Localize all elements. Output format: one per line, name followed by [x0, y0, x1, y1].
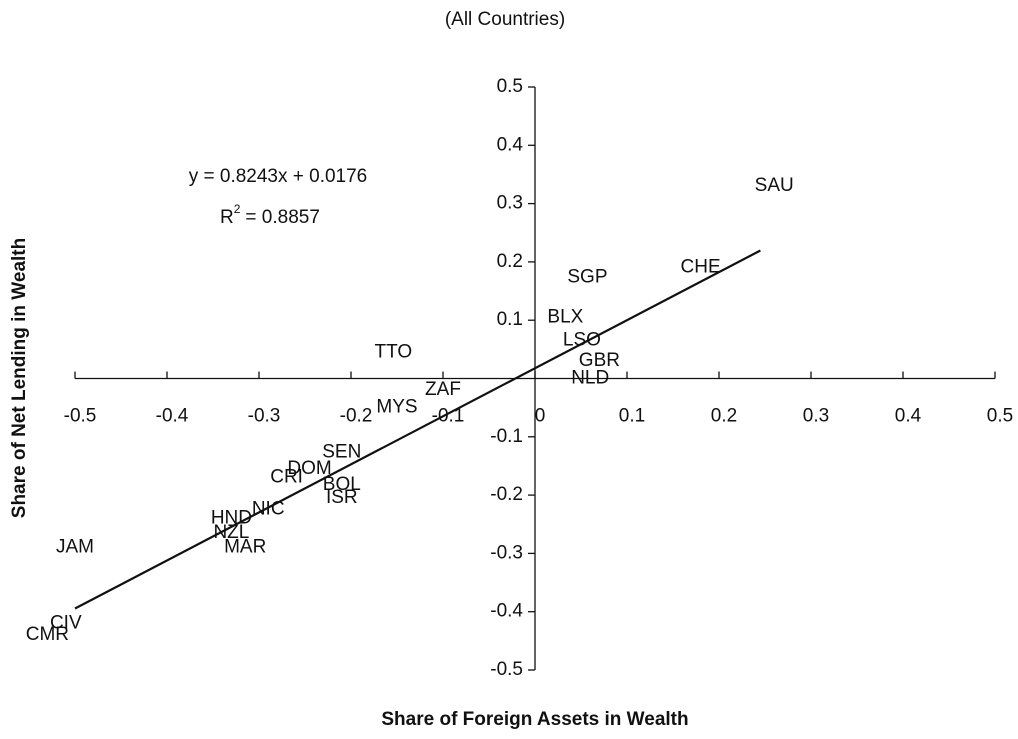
x-tick-label: 0.3 [803, 406, 829, 427]
point-label: SGP [567, 267, 607, 288]
r-symbol: R [220, 207, 234, 228]
trend-equation: y = 0.8243x + 0.0176 [189, 166, 368, 187]
y-tick-label: 0.4 [497, 134, 524, 155]
x-tick-label: -0.4 [156, 406, 189, 427]
x-tick-label: 0.4 [895, 406, 922, 427]
chart-title: (All Countries) [445, 9, 565, 30]
x-tick-label: -0.3 [248, 406, 281, 427]
x-tick-label: 0.2 [711, 406, 737, 427]
y-tick-label: -0.3 [490, 542, 523, 563]
point-label: BLX [547, 306, 583, 327]
point-label: CHE [681, 257, 721, 278]
x-tick-label: -0.2 [340, 406, 373, 427]
y-tick-label: 0.1 [497, 309, 523, 330]
point-label: LSO [563, 330, 601, 351]
y-tick-label: 0.3 [497, 193, 523, 214]
point-label: NIC [252, 499, 285, 520]
point-label: ZAF [425, 379, 461, 400]
point-label: MYS [376, 397, 417, 418]
x-tick-label: -0.5 [64, 406, 97, 427]
y-tick-label: -0.1 [490, 426, 523, 447]
y-tick-label: -0.4 [490, 601, 523, 622]
point-label: HND [211, 507, 252, 528]
r-superscript: 2 [234, 202, 241, 216]
point-label: ISR [326, 487, 358, 508]
r-value: = 0.8857 [245, 207, 320, 228]
trend-line [74, 249, 761, 610]
point-label: DOM [287, 458, 331, 479]
y-tick-label: 0.5 [497, 76, 523, 97]
y-tick-label: 0.2 [497, 251, 523, 272]
x-tick-label: -0.1 [432, 406, 465, 427]
point-label: CMR [26, 624, 69, 645]
point-label: BOL [323, 474, 361, 495]
x-tick-label: 0 [535, 406, 546, 427]
point-label: JAM [56, 537, 94, 558]
point-label: GBR [579, 350, 620, 371]
r-squared: R2 = 0.8857 [220, 202, 320, 228]
x-tick-label: 0.5 [987, 406, 1013, 427]
point-label: NZL [213, 522, 249, 543]
point-label: NLD [571, 368, 609, 389]
x-tick-label: 0.1 [619, 406, 645, 427]
point-label: CIV [50, 612, 82, 633]
point-label: SAU [755, 175, 794, 196]
point-label: SEN [322, 442, 361, 463]
x-axis-title: Share of Foreign Assets in Wealth [381, 709, 688, 730]
point-label: TTO [374, 341, 412, 362]
y-tick-label: -0.5 [490, 659, 523, 680]
point-label: MAR [224, 537, 266, 558]
y-tick-label: -0.2 [490, 484, 523, 505]
y-axis-title: Share of Net Lending in Wealth [9, 238, 30, 518]
point-label: CRI [270, 467, 303, 488]
